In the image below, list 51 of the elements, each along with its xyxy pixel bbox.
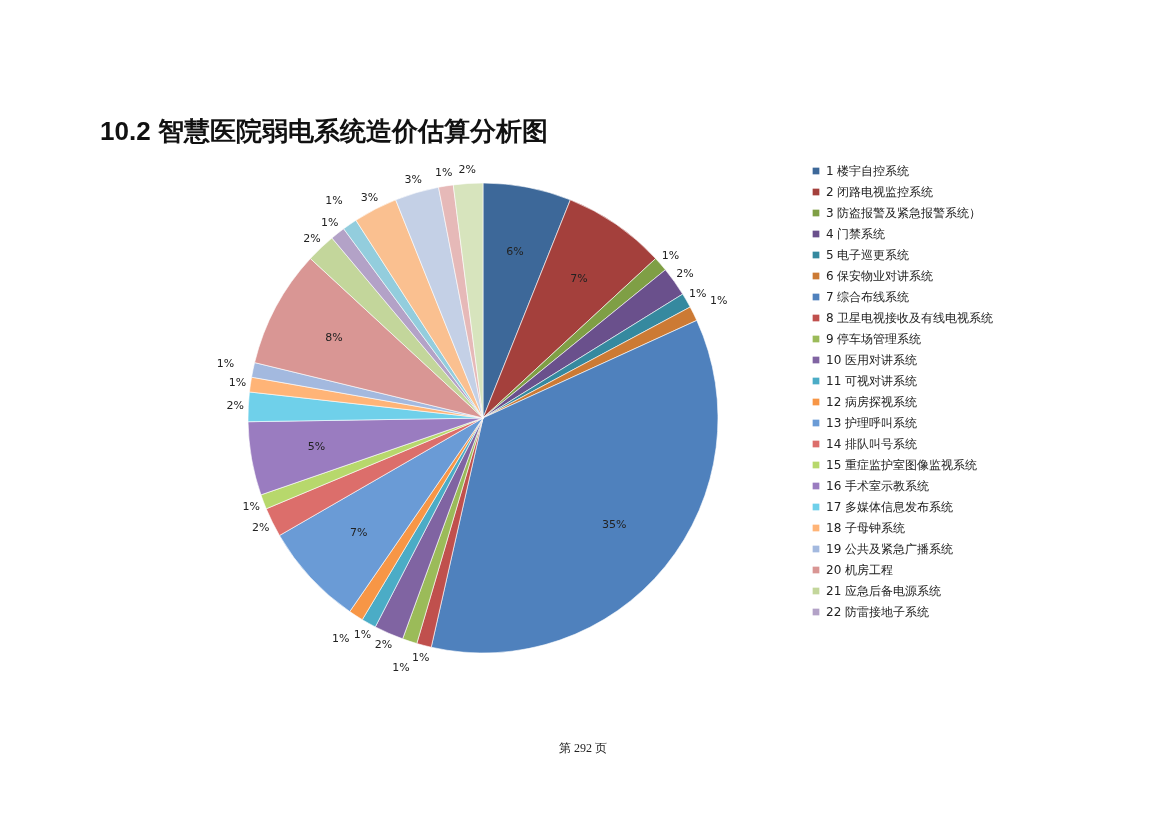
data-label: 1% <box>435 166 453 180</box>
data-label: 7% <box>570 271 588 285</box>
data-label: 2% <box>226 399 245 413</box>
legend-label: 14 排队叫号系统 <box>826 437 918 451</box>
data-label: 3% <box>360 190 379 204</box>
legend-label: 11 可视对讲系统 <box>826 374 918 388</box>
data-label: 7% <box>349 525 368 539</box>
data-label: 6% <box>506 244 524 258</box>
data-label: 1% <box>353 627 372 641</box>
data-label: 1% <box>325 194 343 208</box>
legend-label: 3 防盗报警及紧急报警系统） <box>826 206 982 220</box>
chart-title: 10.2 智慧医院弱电系统造价估算分析图 <box>100 116 548 146</box>
data-label: 1% <box>689 287 707 300</box>
data-label: 35% <box>602 517 627 531</box>
data-label: 2% <box>374 638 393 652</box>
data-label: 3% <box>404 173 422 187</box>
data-label: 2% <box>676 267 694 281</box>
text: 第 292 页 <box>559 741 607 755</box>
data-label: 1% <box>320 216 339 230</box>
data-label: 1% <box>216 357 235 371</box>
legend-label: 15 重症监护室图像监视系统 <box>826 458 978 472</box>
legend-label: 5 电子巡更系统 <box>826 248 910 262</box>
legend-label: 9 停车场管理系统 <box>826 332 922 346</box>
legend-label: 16 手术室示教系统 <box>826 479 930 493</box>
legend-label: 4 门禁系统 <box>826 227 886 241</box>
legend-label: 20 机房工程 <box>826 563 894 577</box>
legend-label: 8 卫星电视接收及有线电视系统 <box>826 311 994 325</box>
legend-label: 13 护理呼叫系统 <box>826 416 918 430</box>
legend-label: 21 应急后备电源系统 <box>826 584 942 598</box>
legend-label: 19 公共及紧急广播系统 <box>826 542 954 556</box>
legend-label: 1 楼宇自控系统 <box>826 164 910 178</box>
data-label: 1% <box>411 651 430 665</box>
legend-label: 6 保安物业对讲系统 <box>826 269 934 283</box>
legend-label: 18 子母钟系统 <box>826 521 906 535</box>
data-label: 1% <box>392 660 410 674</box>
legend-label: 7 综合布线系统 <box>826 290 910 304</box>
data-label: 1% <box>228 375 247 389</box>
data-label: 2% <box>303 231 321 245</box>
legend-label: 12 病房探视系统 <box>826 395 918 409</box>
data-label: 8% <box>325 331 343 345</box>
data-label: 5% <box>307 440 326 454</box>
legend-label: 22 防雷接地子系统 <box>826 605 930 619</box>
data-label: 1% <box>332 632 350 646</box>
data-label: 2% <box>252 521 270 535</box>
data-label: 1% <box>661 248 680 262</box>
legend-label: 10 医用对讲系统 <box>826 353 918 367</box>
data-label: 1% <box>242 499 261 513</box>
legend-label: 17 多媒体信息发布系统 <box>826 500 954 514</box>
data-label: 2% <box>458 163 476 177</box>
data-label: 1% <box>709 294 728 308</box>
legend-label: 2 闭路电视监控系统 <box>826 185 934 199</box>
